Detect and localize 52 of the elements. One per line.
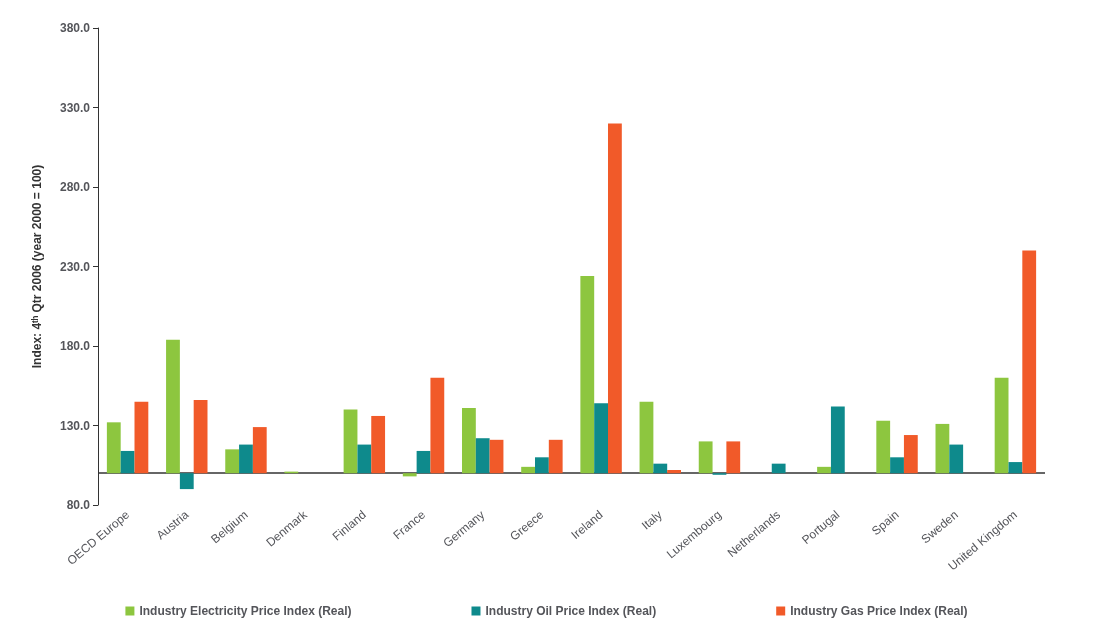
bar: [890, 457, 904, 474]
bar: [949, 444, 964, 474]
bar: [548, 439, 563, 474]
bar: [521, 466, 535, 474]
y-tick-label: 180.0: [59, 339, 91, 353]
bar: [726, 441, 741, 474]
y-tick-label: 380.0: [59, 21, 91, 35]
bar: [817, 466, 831, 474]
y-tick-label: 230.0: [59, 259, 91, 274]
bar: [639, 401, 654, 474]
bar: [771, 463, 786, 474]
bar: [462, 408, 476, 474]
bar: [667, 470, 681, 474]
bar: [1022, 250, 1037, 474]
bar: [120, 450, 135, 474]
bar: [935, 423, 950, 474]
y-tick-label: 280.0: [59, 180, 91, 194]
bar: [903, 435, 918, 474]
bar: [580, 276, 595, 474]
y-tick-label: 130.0: [59, 418, 91, 433]
bar: [994, 377, 1009, 474]
bar: [134, 401, 149, 474]
bar: [430, 377, 445, 474]
bar: [876, 420, 891, 474]
bar: [475, 438, 490, 474]
bar: [371, 415, 386, 474]
y-tick-label: 80.0: [66, 498, 91, 512]
bar: [653, 463, 668, 474]
bar: [830, 406, 845, 474]
bar: [252, 427, 267, 474]
bar: [489, 439, 504, 474]
bar: [106, 422, 121, 474]
bar: [179, 473, 194, 490]
legend-label: Industry Oil Price Index (Real): [485, 604, 657, 618]
bar: [357, 444, 372, 474]
bar: [416, 450, 431, 474]
y-axis-title: Index: 4ᵗʰ Qtr 2006 (year 2000 = 100): [30, 164, 44, 369]
x-tick-label: Italy: [638, 507, 665, 533]
bar: [225, 449, 240, 474]
bar: [1008, 462, 1023, 474]
bar: [193, 400, 208, 474]
bar: [535, 457, 549, 474]
bar: [608, 123, 622, 474]
bar: [594, 403, 608, 474]
bar: [239, 444, 253, 474]
legend-label: Industry Gas Price Index (Real): [790, 604, 968, 618]
bar: [698, 441, 713, 474]
bar: [402, 473, 417, 477]
bar: [166, 339, 180, 474]
legend-label: Industry Electricity Price Index (Real): [139, 604, 352, 618]
y-tick-label: 330.0: [59, 100, 91, 115]
bar: [343, 409, 358, 474]
